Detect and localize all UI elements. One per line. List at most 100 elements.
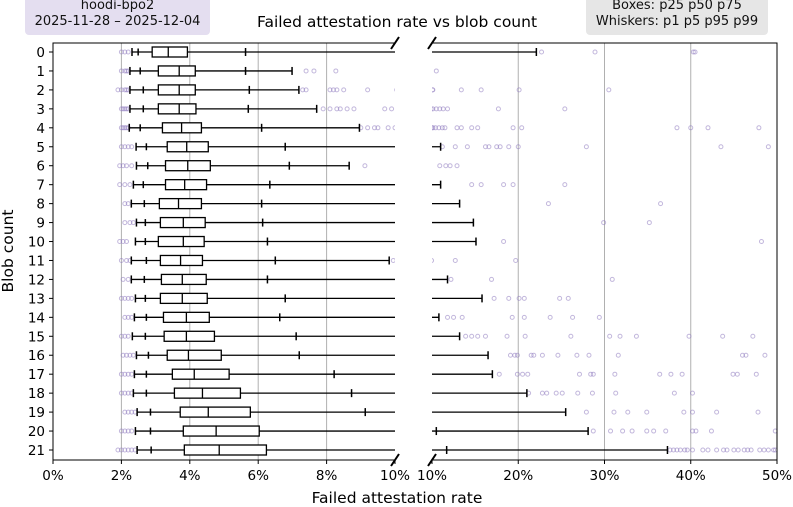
outlier-point	[115, 87, 121, 93]
outlier-point	[516, 87, 522, 93]
outlier-point	[129, 447, 135, 453]
outlier-point	[765, 447, 771, 453]
iqr-box	[371, 47, 380, 57]
outlier-point	[454, 125, 460, 131]
iqr-box	[373, 199, 384, 209]
outlier-point	[125, 125, 131, 131]
outlier-point	[118, 68, 124, 74]
outlier-point	[124, 352, 130, 358]
outlier-point	[432, 125, 438, 131]
y-tick-label: 17	[28, 367, 45, 383]
outlier-point	[122, 220, 128, 226]
outlier-point	[118, 125, 124, 131]
dataset-label: hoodi-bpo2 2025-11-28 – 2025-12-04	[25, 0, 210, 35]
iqr-box	[161, 122, 203, 134]
outlier-point	[553, 390, 559, 396]
outlier-point	[124, 125, 130, 131]
outlier-point	[120, 125, 126, 131]
outlier-point	[689, 390, 695, 396]
outlier-point	[504, 333, 510, 339]
x-axis-label: Failed attestation rate	[312, 489, 483, 507]
outlier-point	[344, 106, 350, 112]
x-tick-label: 30%	[589, 468, 619, 484]
outlier-point	[724, 447, 730, 453]
outlier-point	[612, 371, 618, 377]
outlier-point	[596, 314, 602, 320]
outlier-point	[120, 106, 126, 112]
y-tick-label: 12	[28, 272, 45, 288]
outlier-point	[735, 447, 741, 453]
y-tick-label: 3	[36, 102, 45, 118]
box-row-16	[432, 351, 768, 360]
outlier-point	[375, 125, 381, 131]
outlier-point	[122, 144, 128, 150]
outlier-point	[677, 447, 683, 453]
outlier-point	[608, 428, 614, 434]
iqr-box	[374, 161, 385, 171]
iqr-box	[374, 331, 387, 341]
outlier-point	[574, 352, 580, 358]
outlier-point	[334, 87, 340, 93]
iqr-box	[373, 218, 384, 228]
iqr-box	[372, 237, 384, 247]
outlier-point	[714, 447, 720, 453]
box-row-9	[122, 216, 395, 229]
iqr-box	[159, 254, 204, 267]
box-row-8	[122, 197, 395, 210]
box-row-3	[372, 104, 568, 114]
outlier-point	[118, 87, 124, 93]
iqr-box	[157, 235, 205, 248]
outlier-point	[122, 201, 128, 207]
outlier-point	[452, 257, 458, 263]
x-tick-label: 2%	[111, 468, 133, 484]
outlier-point	[300, 87, 306, 93]
y-tick-label: 0	[36, 45, 45, 61]
outlier-point	[127, 352, 133, 358]
outlier-point	[469, 333, 475, 339]
outlier-point	[442, 125, 448, 131]
chart-title: Failed attestation rate vs blob count	[257, 13, 537, 31]
outlier-point	[125, 428, 131, 434]
outlier-point	[125, 447, 131, 453]
outlier-point	[520, 371, 526, 377]
outlier-point	[510, 125, 516, 131]
box-row-12	[120, 273, 395, 286]
outlier-point	[772, 447, 777, 453]
outlier-point	[522, 333, 528, 339]
outlier-point	[753, 371, 759, 377]
outlier-point	[689, 409, 695, 415]
iqr-box	[372, 104, 381, 114]
left-panel-frame	[52, 42, 395, 461]
box-row-18	[118, 387, 395, 399]
outlier-point	[494, 144, 500, 150]
outlier-point	[592, 49, 598, 55]
outlier-point	[559, 390, 565, 396]
y-tick-label: 4	[36, 121, 45, 137]
outlier-point	[748, 447, 754, 453]
outlier-point	[482, 333, 488, 339]
iqr-box	[157, 65, 196, 77]
outlier-point	[478, 182, 484, 188]
outlier-point	[658, 201, 664, 207]
outlier-point	[330, 87, 336, 93]
outlier-point	[762, 352, 768, 358]
axis-break-mark	[427, 453, 437, 467]
box-row-4	[118, 122, 395, 134]
outlier-point	[454, 163, 460, 169]
outlier-point	[125, 87, 131, 93]
box-row-2	[115, 84, 395, 96]
box-row-5	[118, 141, 395, 153]
iqr-box	[376, 388, 393, 398]
outlier-point	[539, 352, 545, 358]
y-tick-label: 7	[36, 178, 45, 194]
outlier-point	[528, 352, 534, 358]
outlier-point	[545, 201, 551, 207]
outlier-point	[633, 333, 639, 339]
outlier-point	[437, 163, 443, 169]
box-row-6	[374, 161, 460, 171]
iqr-box	[373, 293, 385, 303]
outlier-point	[734, 371, 740, 377]
x-tick-label: 0%	[42, 468, 64, 484]
y-tick-label: 19	[28, 405, 45, 421]
outlier-point	[432, 87, 436, 93]
